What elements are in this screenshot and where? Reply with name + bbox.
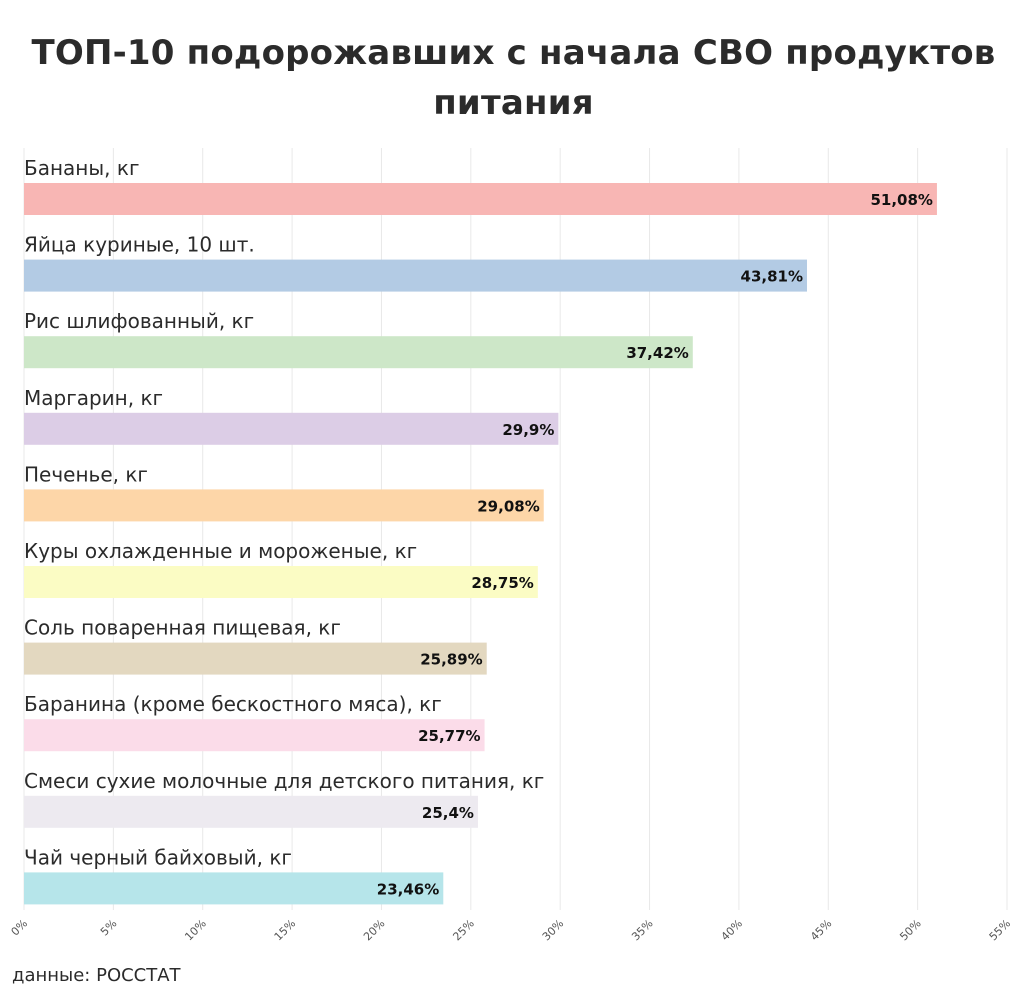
category-label: Печенье, кг [24,462,148,486]
x-tick-label: 50% [897,917,923,943]
value-label: 51,08% [870,191,932,209]
x-tick-label: 10% [182,917,208,943]
category-label: Рис шлифованный, кг [24,309,254,333]
value-label: 37,42% [626,344,688,362]
x-tick-label: 30% [540,917,566,943]
x-tick-label: 35% [629,917,655,943]
value-label: 28,75% [471,574,533,592]
value-label: 29,9% [502,421,554,439]
x-axis: 0% 5% 10% 15% 20% 25% 30% 35% 40% 45% 50% 55% [9,917,1014,943]
category-label: Бананы, кг [24,156,139,180]
bar [24,259,808,292]
bar [24,872,444,905]
bar [24,719,485,752]
bar [24,183,937,215]
value-label: 25,4% [422,804,474,822]
bars: Бананы, кг 51,08% Яйца куриные, 10 шт. 43,8… [24,156,937,905]
x-tick-label: 5% [98,917,120,939]
category-label: Маргарин, кг [24,386,163,410]
bar [24,795,478,828]
bar [24,489,544,522]
category-label: Баранина (кроме бескостного мяса), кг [24,692,442,716]
x-tick-label: 40% [719,917,745,943]
x-tick-label: 20% [361,917,387,943]
x-tick-label: 25% [450,917,476,943]
category-label: Яйца куриные, 10 шт. [24,233,255,257]
bar [24,566,538,598]
source-note: данные: РОССТАТ [12,965,181,986]
category-label: Соль поваренная пищевая, кг [24,616,341,640]
category-label: Куры охлажденные и мороженые, кг [24,539,417,563]
value-label: 25,89% [420,651,482,669]
category-label: Смеси сухие молочные для детского питани… [24,769,544,793]
bar-chart: Бананы, кг 51,08% Яйца куриные, 10 шт. 43,8… [9,148,1014,943]
bar [24,336,693,369]
x-tick-label: 55% [987,917,1013,943]
bar [24,642,487,675]
bar [24,412,559,445]
x-tick-label: 45% [808,917,834,943]
value-label: 43,81% [741,268,803,286]
category-label: Чай черный байховый, кг [24,845,292,869]
value-label: 29,08% [477,497,539,515]
value-label: 23,46% [377,880,439,898]
x-tick-label: 0% [9,917,31,939]
value-label: 25,77% [418,727,480,745]
x-tick-label: 15% [272,917,298,943]
chart-title: ТОП-10 подорожавших с начала СВО продукт… [31,33,996,123]
